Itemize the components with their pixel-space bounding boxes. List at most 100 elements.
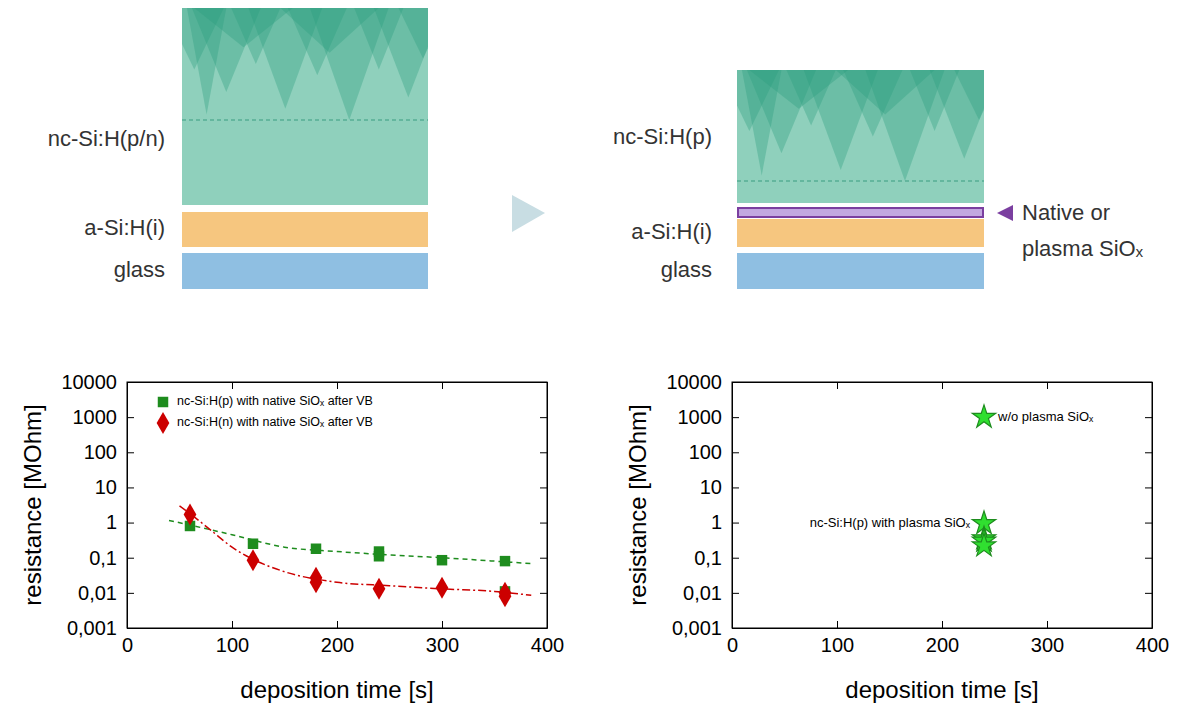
data-point <box>248 538 258 548</box>
legend-marker <box>157 412 170 434</box>
layer-label: nc-Si:H(p/n) <box>48 126 165 151</box>
data-point <box>373 578 386 600</box>
tick-label: 1000 <box>73 406 118 428</box>
tick: 1000 <box>73 406 135 428</box>
tick-label: 0,1 <box>89 547 117 569</box>
tick-label: 100 <box>84 441 117 463</box>
tick-label: 400 <box>1136 634 1169 656</box>
x-axis: 0 100 200 300 400 <box>727 621 1169 656</box>
y-axis: 0,0010,010,1110100100010000 <box>61 371 134 639</box>
tick <box>540 417 547 418</box>
data-point <box>247 549 260 571</box>
axis-line <box>127 383 128 629</box>
tick-mark <box>732 382 739 383</box>
tick-mark <box>232 621 233 628</box>
x-axis-top <box>733 382 1153 389</box>
tick-mark <box>837 621 838 628</box>
x-axis-title: deposition time [s] <box>845 676 1038 703</box>
tick-label: 0,001 <box>672 617 722 639</box>
data-point <box>374 551 384 561</box>
legend-label: nc-Si:H(p) with native SiOₓ after VB <box>177 394 373 408</box>
tick-mark <box>732 523 739 524</box>
tick-mark <box>127 628 134 629</box>
tick-mark <box>942 382 943 389</box>
tick: 0,1 <box>694 547 739 569</box>
tick: 1 <box>106 511 134 533</box>
tick-label: 10 <box>700 476 722 498</box>
tick <box>1145 452 1152 453</box>
pointer <box>997 205 1013 221</box>
crystallite <box>187 8 226 114</box>
tick: 300 <box>426 621 459 656</box>
tick-mark <box>732 628 739 629</box>
tick-mark <box>732 487 739 488</box>
tick: 300 <box>1031 621 1064 656</box>
tick-mark <box>540 593 547 594</box>
data-point <box>311 543 321 553</box>
tick <box>942 382 943 389</box>
tick <box>1047 382 1048 389</box>
tick-mark <box>540 417 547 418</box>
tick: 100 <box>689 441 739 463</box>
tick <box>540 487 547 488</box>
tick-label: 1000 <box>678 406 723 428</box>
tick-label: 0,001 <box>67 617 117 639</box>
tick-mark <box>732 558 739 559</box>
y-axis-right <box>1145 383 1153 629</box>
tick-mark <box>540 452 547 453</box>
x-axis-top <box>128 382 548 389</box>
tick: 0,001 <box>67 617 134 639</box>
tick: 0,01 <box>683 582 739 604</box>
plot-marks <box>972 405 995 556</box>
tick-label: 100 <box>689 441 722 463</box>
tick: 10 <box>95 476 134 498</box>
y-axis-title: resistance [MOhm] <box>19 404 46 605</box>
tick-label: 100 <box>216 634 249 656</box>
tick-mark <box>127 382 134 383</box>
x-axis: 0 100 200 300 400 <box>122 621 564 656</box>
tick-mark <box>1047 621 1048 628</box>
glass-layer <box>737 253 984 289</box>
layer-label: nc-Si:H(p) <box>613 124 712 149</box>
tick-mark <box>540 382 547 383</box>
tick <box>1145 628 1152 629</box>
tick-label: 300 <box>1031 634 1064 656</box>
tick-mark <box>540 628 547 629</box>
point-label: w/o plasma SiOₓ <box>997 409 1094 424</box>
axis-line <box>128 628 548 629</box>
tick-label: 0 <box>727 634 738 656</box>
tick-mark <box>540 558 547 559</box>
tick <box>837 382 838 389</box>
tick: 0,1 <box>89 547 134 569</box>
tick-mark <box>127 523 134 524</box>
tick-label: 400 <box>531 634 564 656</box>
layer-label: glass <box>114 257 165 282</box>
layer-label: a-Si:H(i) <box>84 215 165 240</box>
tick: 200 <box>321 621 354 656</box>
tick <box>1145 523 1152 524</box>
crystallite <box>742 70 782 175</box>
tick-mark <box>127 487 134 488</box>
data-point <box>184 503 197 525</box>
tick-label: 100 <box>821 634 854 656</box>
tick-mark <box>1145 523 1152 524</box>
legend-marker <box>158 397 168 407</box>
x-axis-title: deposition time [s] <box>240 676 433 703</box>
tick-label: 0 <box>122 634 133 656</box>
tick-label: 0,01 <box>683 582 722 604</box>
tick-mark <box>732 593 739 594</box>
tick-mark <box>127 593 134 594</box>
tick: 10000 <box>666 371 739 393</box>
tick: 100 <box>821 621 854 656</box>
tick <box>1145 593 1152 594</box>
plot-frame <box>127 382 547 628</box>
legend-label: nc-Si:H(n) with native SiOₓ after VB <box>177 415 373 429</box>
tick <box>1145 487 1152 488</box>
tick-label: 200 <box>926 634 959 656</box>
figure: nc-Si:H(p/n)a-Si:H(i)glassnc-Si:H(p)a-Si… <box>0 0 1180 716</box>
transition-line <box>182 119 428 120</box>
tick-mark <box>1047 382 1048 389</box>
tick: 200 <box>926 621 959 656</box>
tick-label: 10000 <box>61 371 117 393</box>
tick: 0,001 <box>672 617 739 639</box>
